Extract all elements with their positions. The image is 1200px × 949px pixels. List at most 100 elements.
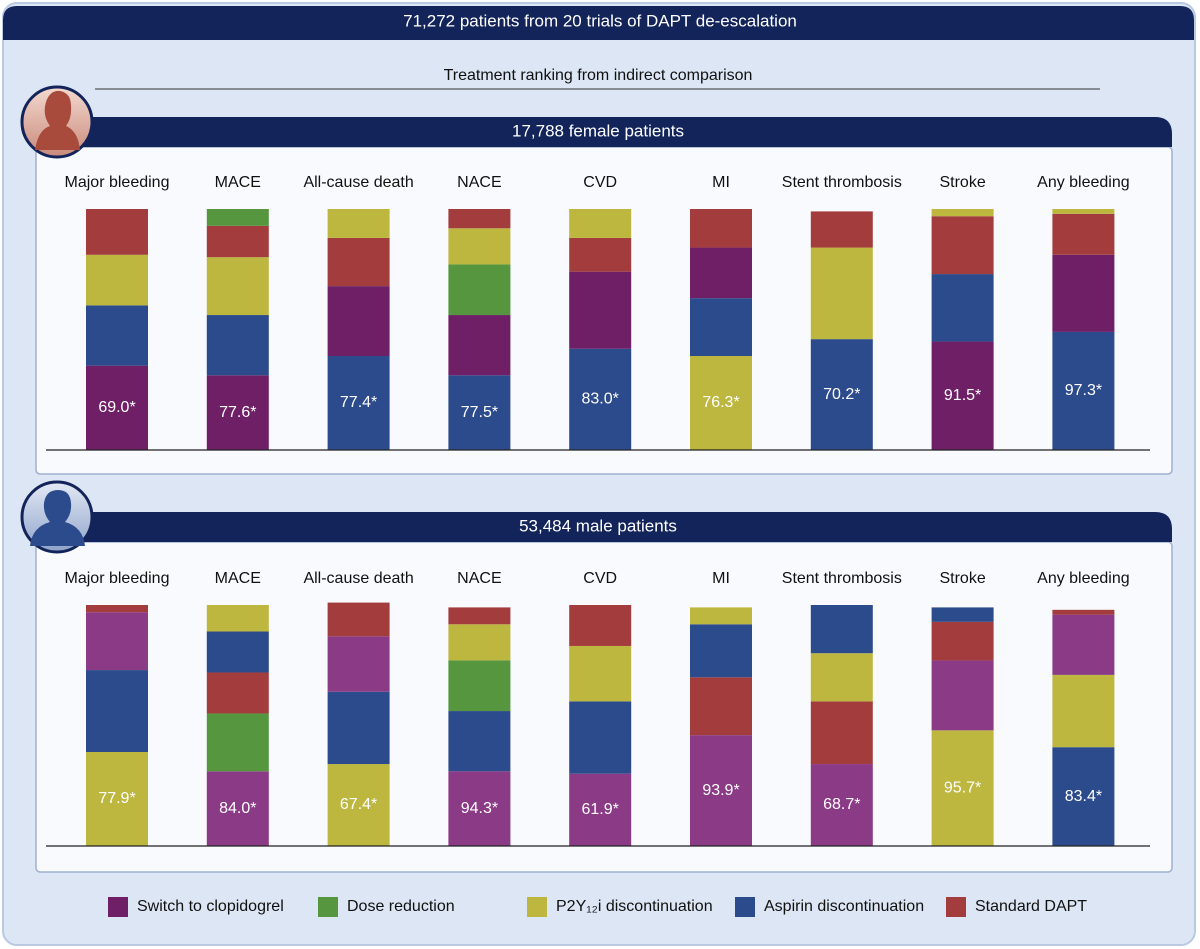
- bar-segment: [86, 209, 148, 255]
- bar-segment: [810, 339, 873, 450]
- bar-label: 77.6*: [219, 404, 256, 421]
- category-label: All-cause death: [303, 174, 413, 191]
- bar-segment: [931, 274, 994, 342]
- bar-segment: [569, 237, 632, 272]
- bar-segment: [690, 607, 752, 625]
- bar-label: 68.7*: [823, 796, 860, 813]
- bar-segment: [690, 624, 752, 678]
- bar-segment: [327, 691, 390, 765]
- bar-label: 91.5*: [944, 387, 981, 404]
- bar-segment: [448, 375, 511, 450]
- bar-label: 97.3*: [1065, 382, 1102, 399]
- bar-segment: [569, 209, 632, 238]
- bar-segment: [690, 209, 752, 248]
- bar-segment: [206, 605, 269, 632]
- bar-label: 83.0*: [582, 391, 619, 408]
- bar-segment: [86, 605, 148, 613]
- bar-label: 84.0*: [219, 800, 256, 817]
- category-label: MI: [712, 174, 730, 191]
- panel-tab: [60, 512, 1172, 542]
- legend-label: Aspirin discontinuation: [764, 898, 924, 915]
- bar-segment: [86, 365, 148, 450]
- header-band: [3, 6, 1194, 40]
- category-label: Major bleeding: [65, 174, 170, 191]
- bar-segment: [931, 660, 994, 731]
- bar-segment: [690, 735, 752, 846]
- category-label: Stent thrombosis: [782, 570, 902, 587]
- bar-segment: [206, 771, 269, 846]
- bar-segment: [327, 286, 390, 357]
- category-label: Stroke: [939, 174, 985, 191]
- bar-segment: [1052, 209, 1115, 214]
- category-label: All-cause death: [303, 570, 413, 587]
- bar-segment: [931, 730, 994, 846]
- bar-segment: [569, 605, 632, 646]
- bar-segment: [86, 670, 148, 753]
- bar-segment: [1052, 331, 1115, 450]
- bar-segment: [569, 773, 632, 846]
- bar-label: 67.4*: [340, 796, 377, 813]
- legend-label: P2Y₁₂i discontinuation: [556, 898, 713, 915]
- bar-segment: [448, 315, 511, 376]
- bar-segment: [690, 677, 752, 736]
- bar-segment: [810, 764, 873, 846]
- bar-label: 61.9*: [582, 801, 619, 818]
- bar-segment: [448, 624, 511, 661]
- category-label: Stroke: [939, 570, 985, 587]
- bar-segment: [690, 247, 752, 299]
- bar-segment: [1052, 747, 1115, 846]
- bar-segment: [1052, 213, 1115, 255]
- bar-segment: [206, 672, 269, 714]
- bar-segment: [206, 257, 269, 316]
- bar-segment: [327, 602, 390, 637]
- bar-segment: [327, 237, 390, 287]
- panel-title: 53,484 male patients: [519, 516, 677, 535]
- bar-label: 77.4*: [340, 394, 377, 411]
- legend-swatch: [108, 897, 128, 917]
- bar-segment: [206, 315, 269, 376]
- bar-segment: [810, 605, 873, 654]
- bar-segment: [448, 711, 511, 772]
- legend: Switch to clopidogrel Dose reduction P2Y₁₂…: [108, 897, 1087, 917]
- bar-segment: [569, 271, 632, 349]
- bar-segment: [327, 209, 390, 238]
- category-label: Stent thrombosis: [782, 174, 902, 191]
- bar-segment: [206, 713, 269, 772]
- subtitle: Treatment ranking from indirect comparis…: [444, 67, 753, 84]
- bar-segment: [327, 764, 390, 846]
- category-label: MACE: [215, 570, 261, 587]
- bar-segment: [206, 631, 269, 673]
- bar-segment: [86, 752, 148, 846]
- bar-label: 83.4*: [1065, 788, 1102, 805]
- bar-segment: [327, 636, 390, 692]
- bar-label: 94.3*: [461, 800, 498, 817]
- bar-segment: [86, 612, 148, 671]
- category-label: NACE: [457, 174, 501, 191]
- bar-segment: [931, 216, 994, 275]
- bar-segment: [690, 356, 752, 450]
- category-label: Any bleeding: [1037, 174, 1130, 191]
- bar-segment: [327, 356, 390, 450]
- bar-segment: [569, 348, 632, 450]
- bar-segment: [931, 607, 994, 622]
- bar-label: 76.3*: [702, 394, 739, 411]
- bar-label: 93.9*: [702, 782, 739, 799]
- legend-swatch: [318, 897, 338, 917]
- category-label: NACE: [457, 570, 501, 587]
- bar-segment: [690, 298, 752, 357]
- category-label: Any bleeding: [1037, 570, 1130, 587]
- bar-segment: [206, 375, 269, 450]
- bar-label: 77.5*: [461, 404, 498, 421]
- bar-segment: [448, 228, 511, 265]
- bar-segment: [931, 341, 994, 450]
- legend-swatch: [946, 897, 966, 917]
- panel: 17,788 female patients Major bleeding MACE…: [35, 117, 1173, 475]
- bar-segment: [1052, 674, 1115, 748]
- legend-swatch: [527, 897, 547, 917]
- bar-segment: [448, 607, 511, 625]
- bar-segment: [810, 211, 873, 248]
- male-avatar: [20, 480, 94, 554]
- bar-label: 70.2*: [823, 386, 860, 403]
- bar-segment: [810, 701, 873, 765]
